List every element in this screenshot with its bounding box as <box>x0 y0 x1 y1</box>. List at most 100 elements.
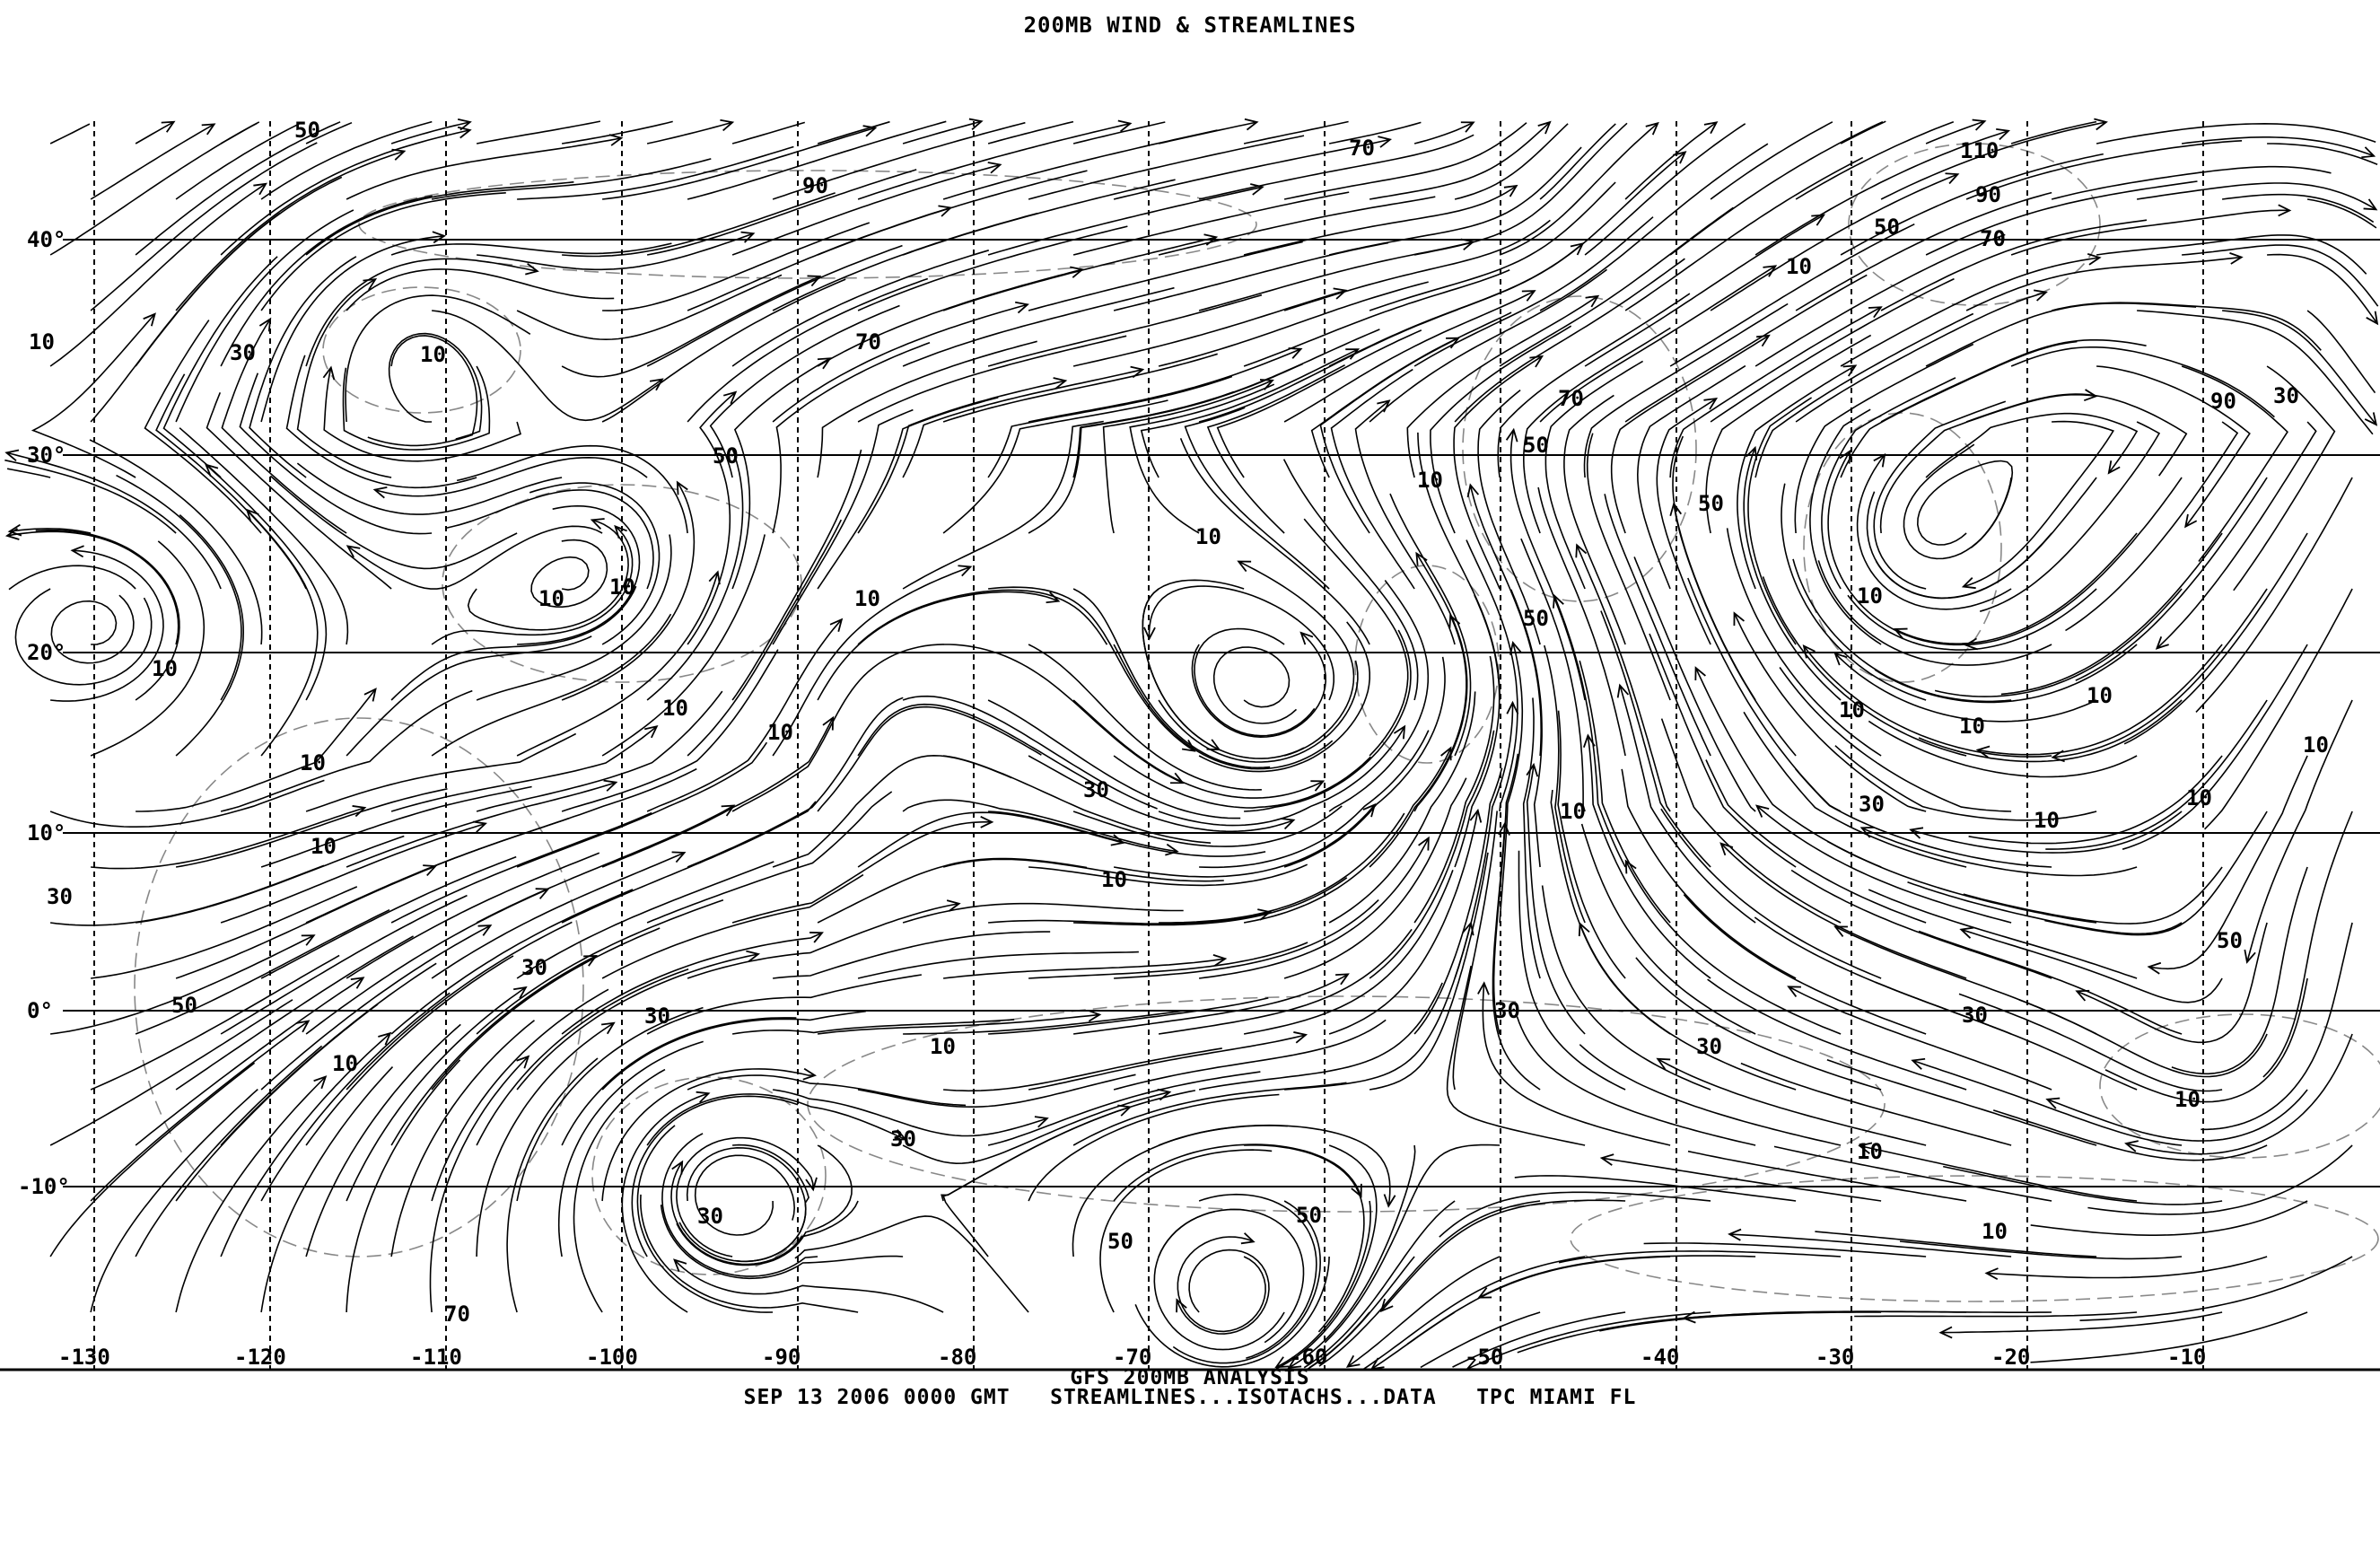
streamline <box>1369 730 1495 979</box>
streamline <box>2065 421 2239 632</box>
isotach-contour <box>1462 295 1697 602</box>
streamline <box>2125 1033 2353 1155</box>
streamline-arrow <box>1498 821 1510 836</box>
streamline-arrow <box>1694 666 1706 681</box>
isotach-label: 10 <box>1786 254 1812 279</box>
streamline <box>987 1071 1261 1146</box>
streamline <box>1537 486 1626 757</box>
isotach-contour <box>2099 1013 2380 1159</box>
streamline <box>687 120 947 200</box>
streamline <box>1347 1256 1501 1368</box>
streamline <box>144 320 262 534</box>
streamline-arrow <box>513 986 528 999</box>
streamline-arrow <box>1719 842 1734 856</box>
streamline <box>687 206 951 311</box>
isotach-label: 50 <box>1296 1203 1322 1228</box>
streamline <box>90 1020 310 1202</box>
streamline <box>516 572 719 757</box>
streamline <box>1142 579 1245 750</box>
streamline <box>220 894 468 1035</box>
streamline <box>49 999 293 1146</box>
streamline-arrow <box>1383 1194 1396 1208</box>
streamline-arrow <box>2361 146 2376 159</box>
streamline <box>2148 755 2308 970</box>
streamline-arrow <box>1754 804 1770 818</box>
streamline <box>686 1146 807 1263</box>
streamline <box>561 1017 797 1146</box>
streamline-arrow <box>1448 613 1461 628</box>
streamline <box>346 921 573 1091</box>
streamline <box>1140 348 1359 478</box>
streamline <box>687 519 843 757</box>
streamline <box>429 1056 529 1313</box>
streamline <box>1113 138 1391 200</box>
streamline-arrow <box>1237 560 1252 573</box>
streamline <box>1514 1175 1797 1202</box>
streamline-arrow <box>1975 745 1991 758</box>
streamline <box>1740 1062 2012 1146</box>
streamline <box>90 954 340 1091</box>
streamline <box>942 399 1168 534</box>
streamline <box>1454 594 1501 868</box>
streamline <box>8 565 136 591</box>
streamline-arrow <box>1053 377 1068 390</box>
streamline <box>346 268 615 311</box>
streamline-arrow <box>1537 120 1552 135</box>
streamline <box>1028 348 1301 423</box>
streamline <box>390 889 634 1035</box>
streamline-arrow <box>372 486 388 499</box>
streamline-arrow <box>1466 483 1480 498</box>
streamline <box>1544 644 1586 924</box>
streamline <box>516 861 774 979</box>
isotach-label: 50 <box>294 118 320 143</box>
streamline-arrow <box>676 480 688 495</box>
streamline <box>1643 1242 1927 1257</box>
latitude-label: 20° <box>27 640 66 665</box>
streamline-arrow <box>143 312 156 327</box>
streamline <box>988 997 1269 1035</box>
streamline <box>2122 644 2308 850</box>
streamline <box>374 456 648 497</box>
latitude-label: -10° <box>18 1174 70 1199</box>
streamline-arrow <box>1578 922 1590 937</box>
streamline <box>1992 1109 2268 1161</box>
streamline <box>260 1066 394 1313</box>
streamline <box>135 835 405 924</box>
streamline <box>388 332 483 440</box>
isotach-label: 50 <box>171 993 197 1018</box>
isotach-label: 10 <box>1839 697 1865 723</box>
streamline <box>1198 309 1458 423</box>
streamline-arrow <box>721 804 736 817</box>
isotach-contour <box>442 484 802 683</box>
streamline-arrow <box>1460 121 1475 133</box>
streamline <box>2267 253 2378 325</box>
isotach-label: 30 <box>1083 777 1109 802</box>
streamline <box>731 121 806 145</box>
streamline-arrow <box>4 449 20 462</box>
streamline <box>773 931 1051 979</box>
streamline <box>1028 1093 1280 1202</box>
streamline <box>1710 121 1833 200</box>
streamline <box>902 1091 1170 1165</box>
streamline-arrow <box>1469 808 1483 823</box>
streamline <box>1206 364 1345 534</box>
streamline-arrow <box>391 148 407 161</box>
streamline <box>90 1089 258 1313</box>
streamline <box>1795 120 1955 200</box>
streamline <box>1720 843 1967 979</box>
streamline <box>1454 258 1685 423</box>
streamline <box>1918 930 2183 1035</box>
streamline <box>1073 877 1348 926</box>
streamline-arrow <box>1378 136 1393 148</box>
streamline <box>1243 870 1454 1035</box>
streamline <box>175 150 405 311</box>
streamline-arrow <box>1240 1232 1256 1245</box>
streamline-arrow <box>968 118 984 130</box>
streamline <box>646 244 903 367</box>
streamline-arrow <box>1503 184 1518 197</box>
isotach-label: 50 <box>713 443 739 469</box>
streamline-arrow <box>958 565 973 577</box>
streamline <box>987 294 1263 367</box>
streamline <box>1380 1199 1626 1312</box>
streamline <box>857 951 1139 979</box>
